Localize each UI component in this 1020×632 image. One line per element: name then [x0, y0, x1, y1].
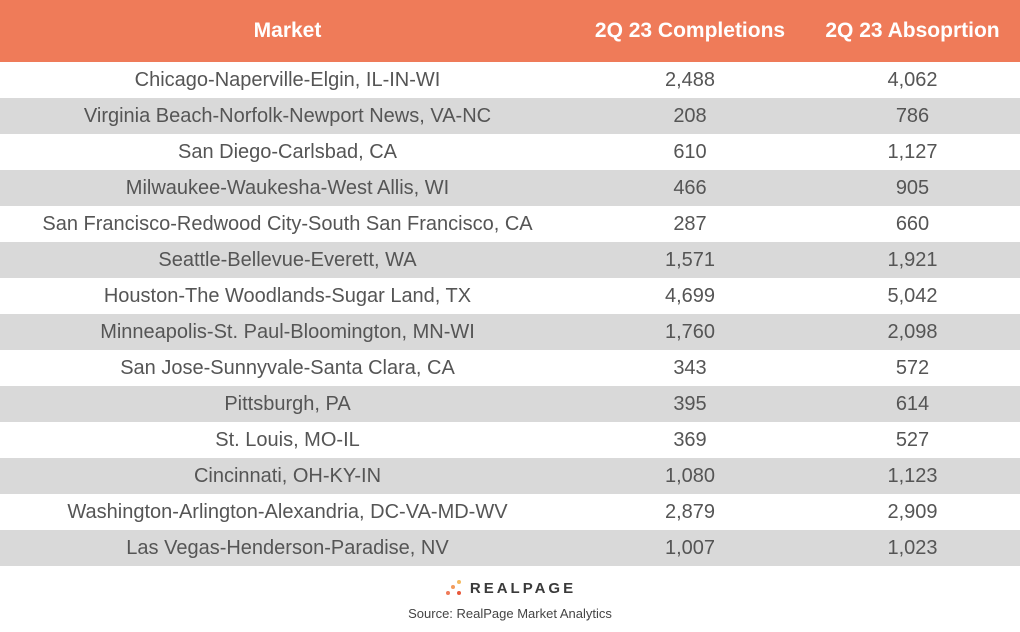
cell-market: Pittsburgh, PA [224, 392, 351, 415]
cell-market: Seattle-Bellevue-Everett, WA [158, 248, 417, 271]
table-row: San Francisco-Redwood City-South San Fra… [0, 206, 1020, 242]
table-row: Minneapolis-St. Paul-Bloomington, MN-WI 1… [0, 314, 1020, 350]
table-body: Chicago-Naperville-Elgin, IL-IN-WI 2,488 4… [0, 62, 1020, 566]
table-row: St. Louis, MO-IL 369 527 [0, 422, 1020, 458]
table-row: San Diego-Carlsbad, CA 610 1,127 [0, 134, 1020, 170]
cell-market: St. Louis, MO-IL [215, 428, 360, 451]
cell-absorption: 1,921 [887, 248, 938, 271]
source-note: Source: RealPage Market Analytics [408, 606, 612, 621]
logo-text: REALPAGE [469, 579, 577, 597]
table-row: Milwaukee-Waukesha-West Allis, WI 466 905 [0, 170, 1020, 206]
dots-logo-icon [444, 577, 466, 599]
cell-absorption: 1,023 [887, 536, 938, 559]
table-row: Seattle-Bellevue-Everett, WA 1,571 1,921 [0, 242, 1020, 278]
cell-market: San Jose-Sunnyvale-Santa Clara, CA [120, 356, 455, 379]
table-row: Pittsburgh, PA 395 614 [0, 386, 1020, 422]
cell-market: Milwaukee-Waukesha-West Allis, WI [125, 176, 450, 199]
cell-completions: 2,879 [664, 500, 716, 523]
cell-absorption: 614 [895, 392, 930, 415]
table-row: Las Vegas-Henderson-Paradise, NV 1,007 1,0… [0, 530, 1020, 566]
cell-absorption: 527 [895, 428, 930, 451]
cell-absorption: 905 [895, 176, 930, 199]
table-header: Market 2Q 23 Completions 2Q 23 Absoprtio… [0, 0, 1020, 62]
table-row: Chicago-Naperville-Elgin, IL-IN-WI 2,488 4… [0, 62, 1020, 98]
cell-absorption: 1,123 [887, 464, 938, 487]
cell-completions: 1,007 [664, 536, 716, 559]
cell-market: Cincinnati, OH-KY-IN [193, 464, 382, 487]
table-row: Cincinnati, OH-KY-IN 1,080 1,123 [0, 458, 1020, 494]
column-header-completions: 2Q 23 Completions [594, 19, 786, 42]
cell-completions: 208 [673, 104, 707, 127]
cell-absorption: 2,909 [887, 500, 938, 523]
market-table: Market 2Q 23 Completions 2Q 23 Absoprtio… [0, 0, 1020, 566]
cell-absorption: 4,062 [887, 68, 938, 91]
column-header-absorption: 2Q 23 Absoprtion [825, 19, 1000, 42]
cell-completions: 2,488 [664, 68, 716, 91]
cell-market: Houston-The Woodlands-Sugar Land, TX [103, 284, 472, 307]
cell-absorption: 786 [895, 104, 930, 127]
cell-market: San Diego-Carlsbad, CA [178, 140, 397, 163]
cell-completions: 610 [673, 140, 707, 163]
cell-completions: 343 [673, 356, 707, 379]
cell-completions: 1,760 [664, 320, 716, 343]
table-row: Virginia Beach-Norfolk-Newport News, VA-… [0, 98, 1020, 134]
cell-market: Chicago-Naperville-Elgin, IL-IN-WI [134, 68, 441, 91]
column-header-market: Market [253, 19, 322, 42]
cell-completions: 369 [673, 428, 707, 451]
cell-completions: 466 [673, 176, 707, 199]
cell-market: San Francisco-Redwood City-South San Fra… [42, 212, 533, 235]
table-row: Houston-The Woodlands-Sugar Land, TX 4,69… [0, 278, 1020, 314]
cell-completions: 1,080 [664, 464, 716, 487]
cell-completions: 1,571 [664, 248, 716, 271]
cell-market: Las Vegas-Henderson-Paradise, NV [126, 536, 449, 559]
table-row: Washington-Arlington-Alexandria, DC-VA-M… [0, 494, 1020, 530]
cell-market: Minneapolis-St. Paul-Bloomington, MN-WI [100, 320, 475, 343]
footer: REALPAGE Source: RealPage Market Analyti… [0, 574, 1020, 622]
cell-absorption: 5,042 [887, 284, 938, 307]
cell-absorption: 2,098 [887, 320, 938, 343]
table-row: San Jose-Sunnyvale-Santa Clara, CA 343 572 [0, 350, 1020, 386]
cell-absorption: 660 [895, 212, 930, 235]
cell-absorption: 572 [895, 356, 930, 379]
realpage-logo: REALPAGE [444, 574, 576, 602]
cell-market: Virginia Beach-Norfolk-Newport News, VA-… [83, 104, 492, 127]
cell-market: Washington-Arlington-Alexandria, DC-VA-M… [67, 500, 508, 523]
cell-completions: 4,699 [664, 284, 716, 307]
cell-completions: 395 [673, 392, 707, 415]
cell-completions: 287 [673, 212, 707, 235]
cell-absorption: 1,127 [887, 140, 938, 163]
